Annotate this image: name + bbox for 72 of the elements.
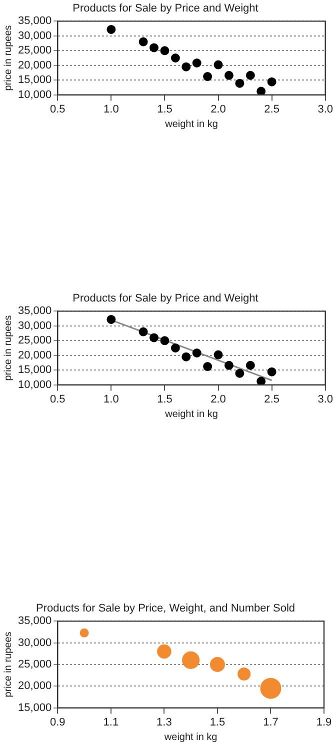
x-tick-label: 2.0 bbox=[210, 393, 226, 406]
x-axis-title: weight in kg bbox=[164, 408, 218, 420]
point bbox=[256, 86, 266, 95]
x-tick-label: 1.5 bbox=[210, 716, 226, 728]
point bbox=[224, 360, 234, 370]
point bbox=[106, 24, 116, 34]
x-tick-label: 3.0 bbox=[318, 393, 334, 406]
point bbox=[138, 37, 148, 46]
point bbox=[224, 70, 234, 80]
point bbox=[160, 46, 170, 56]
x-tick-label: 1.3 bbox=[156, 716, 172, 728]
y-tick-label: 15,000 bbox=[18, 702, 52, 714]
y-tick-label: 25,000 bbox=[18, 334, 52, 347]
point bbox=[246, 360, 255, 370]
y-tick-label: 20,000 bbox=[18, 349, 52, 362]
point bbox=[214, 350, 223, 360]
point bbox=[246, 70, 255, 80]
y-tick-label: 10,000 bbox=[18, 88, 52, 101]
y-tick-label: 35,000 bbox=[18, 305, 52, 318]
point bbox=[256, 376, 266, 385]
x-tick-label: 0.9 bbox=[50, 716, 66, 728]
y-axis-title: price in rupees bbox=[2, 315, 14, 381]
x-tick-label: 1.9 bbox=[316, 716, 332, 728]
x-tick-label: 1.5 bbox=[157, 103, 172, 116]
point bbox=[106, 314, 116, 324]
point bbox=[150, 333, 159, 342]
y-tick-label: 20,000 bbox=[18, 680, 52, 692]
y-axis-title: price in rupees bbox=[2, 632, 14, 698]
point bbox=[235, 78, 244, 88]
point bbox=[170, 344, 180, 352]
point bbox=[160, 336, 170, 346]
point bbox=[203, 72, 212, 82]
chart-title: Products for Sale by Price, Weight, and Number Sold bbox=[36, 602, 296, 615]
y-tick-label: 35,000 bbox=[18, 615, 52, 628]
point bbox=[138, 327, 148, 336]
y-tick-label: 25,000 bbox=[18, 44, 52, 57]
y-tick-label: 25,000 bbox=[18, 658, 52, 671]
point bbox=[150, 43, 159, 52]
x-tick-label: 2.0 bbox=[210, 103, 226, 116]
x-tick-label: 1.0 bbox=[104, 103, 119, 116]
y-tick-label: 30,000 bbox=[18, 30, 52, 42]
x-tick-label: 1.7 bbox=[263, 716, 278, 728]
point bbox=[192, 58, 202, 68]
point bbox=[182, 62, 191, 72]
point bbox=[267, 367, 276, 376]
point bbox=[267, 77, 276, 86]
x-tick-label: 0.5 bbox=[50, 393, 66, 406]
x-tick-label: 1.1 bbox=[103, 716, 119, 728]
y-tick-label: 15,000 bbox=[18, 74, 52, 86]
y-tick-label: 30,000 bbox=[18, 320, 52, 332]
chart-title: Products for Sale by Price and Weight bbox=[72, 2, 258, 15]
chart-title: Products for Sale by Price and Weight bbox=[72, 292, 258, 305]
point bbox=[203, 362, 212, 372]
x-tick-label: 1.5 bbox=[157, 393, 172, 406]
y-tick-label: 20,000 bbox=[18, 59, 52, 72]
x-tick-label: 1.0 bbox=[104, 393, 119, 406]
y-tick-label: 30,000 bbox=[18, 636, 52, 649]
y-tick-label: 15,000 bbox=[18, 364, 52, 376]
x-tick-label: 3.0 bbox=[318, 103, 334, 116]
x-tick-label: 2.5 bbox=[264, 393, 280, 406]
point bbox=[170, 54, 180, 62]
x-tick-label: 0.5 bbox=[50, 103, 66, 116]
point bbox=[214, 60, 223, 70]
y-tick-label: 35,000 bbox=[18, 15, 52, 28]
y-axis-title: price in rupees bbox=[2, 25, 14, 91]
y-tick-label: 10,000 bbox=[18, 378, 52, 391]
x-tick-label: 2.5 bbox=[264, 103, 280, 116]
point bbox=[235, 368, 244, 378]
point bbox=[192, 348, 202, 358]
x-axis-title: weight in kg bbox=[164, 118, 218, 130]
x-axis-title: weight in kg bbox=[163, 732, 218, 743]
point bbox=[182, 352, 191, 362]
